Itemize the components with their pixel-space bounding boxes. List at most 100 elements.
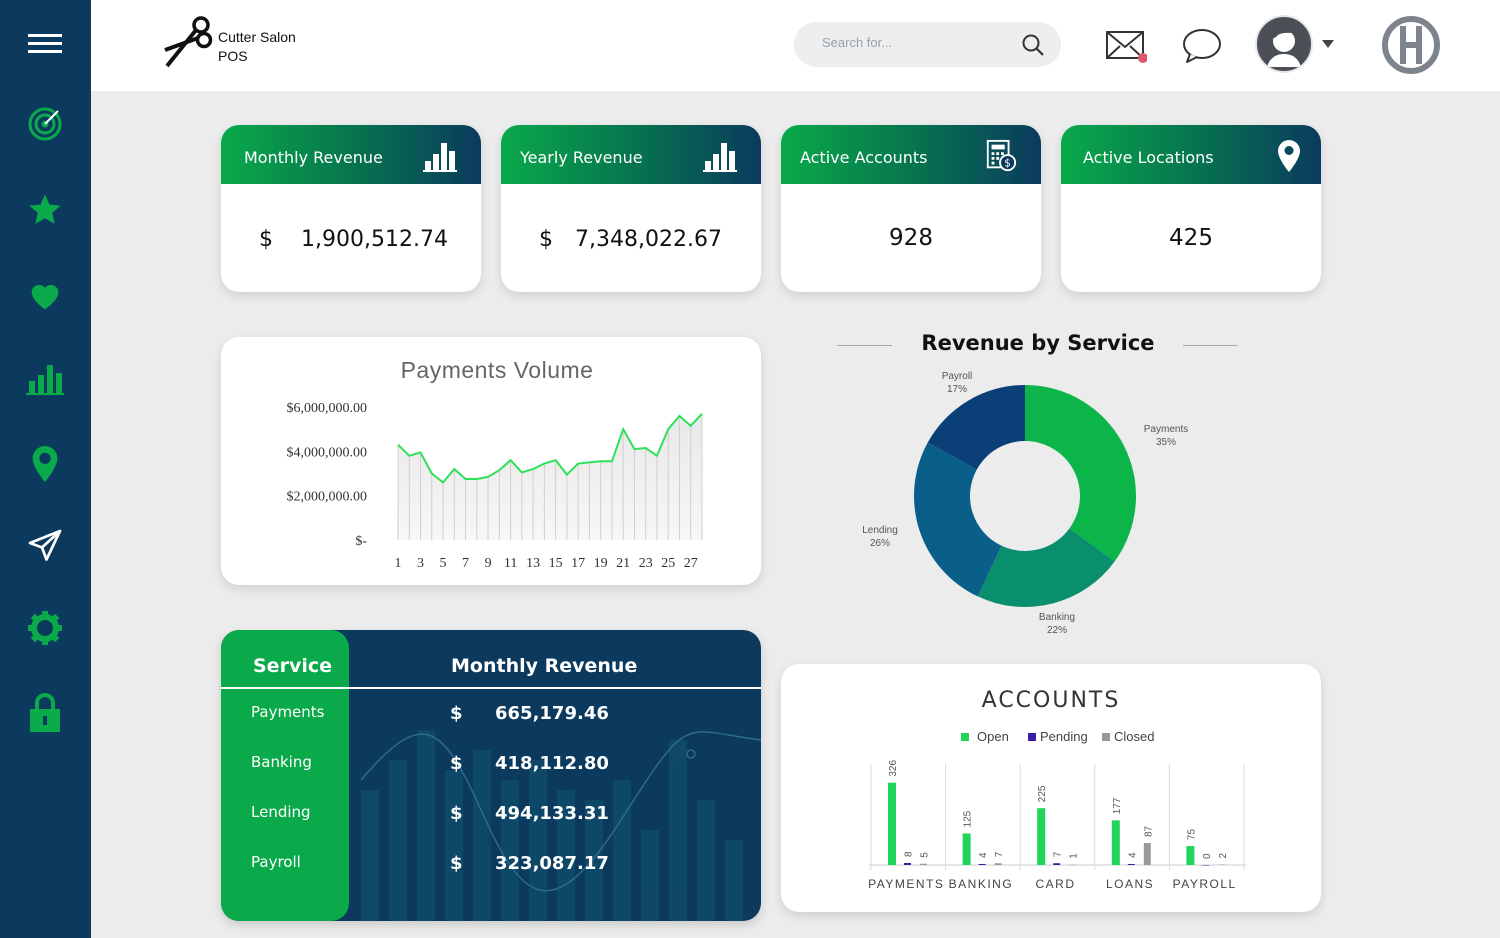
legend-label: Pending	[1040, 729, 1088, 744]
slice-label: Banking	[1039, 612, 1075, 623]
menu-icon[interactable]	[22, 21, 68, 67]
chevron-down-icon[interactable]	[1321, 38, 1335, 50]
lock-icon[interactable]	[22, 689, 68, 735]
bar-value-label: 2	[1218, 852, 1229, 858]
x-tick-label: 25	[661, 556, 675, 571]
service-name: Payroll	[251, 853, 301, 871]
bar	[1111, 820, 1120, 865]
slice-percent: 22%	[1047, 625, 1067, 636]
bar	[1053, 863, 1061, 865]
bar	[1186, 846, 1195, 865]
x-tick-label: 17	[571, 556, 585, 571]
kpi-value: 7,348,022.67	[575, 227, 722, 252]
column-header-service: Service	[253, 655, 332, 677]
slice-label: Payroll	[942, 371, 973, 382]
bar-value-label: 7	[1053, 851, 1064, 857]
bar	[1202, 865, 1210, 866]
x-tick-label: 21	[616, 556, 630, 571]
service-revenue-table: Service Monthly Revenue Payments $ 665,1…	[221, 630, 761, 921]
legend-label: Closed	[1114, 729, 1155, 744]
legend-closed: Closed	[1102, 729, 1154, 744]
area-fill	[398, 413, 702, 540]
target-icon[interactable]	[22, 101, 68, 147]
series-line	[397, 412, 703, 484]
kpi-value: 928	[889, 225, 933, 251]
title-divider	[837, 345, 892, 346]
avatar[interactable]	[1255, 15, 1315, 75]
kpi-header: Monthly Revenue	[221, 125, 481, 184]
brand-name: Cutter Salon POS	[218, 28, 296, 66]
x-tick-label: 15	[549, 556, 563, 571]
slice-percent: 35%	[1156, 437, 1176, 448]
bar-chart-icon	[423, 143, 457, 172]
bar	[962, 833, 971, 865]
bar	[920, 863, 927, 865]
sidebar	[0, 0, 91, 938]
bar-value-label: 1	[1069, 853, 1080, 859]
kpi-currency: $	[539, 227, 553, 252]
category-label: BANKING	[949, 877, 1014, 891]
bar	[888, 782, 896, 865]
bar-chart-icon	[703, 143, 737, 172]
location-pin-icon[interactable]	[22, 441, 68, 487]
chat-icon[interactable]	[1181, 26, 1223, 64]
heart-icon[interactable]	[22, 273, 68, 319]
bar-value-label: 0	[1202, 853, 1213, 859]
slice-percent: 17%	[947, 384, 967, 395]
x-tick-label: 5	[440, 556, 447, 571]
service-name: Lending	[251, 803, 311, 821]
search-input[interactable]	[822, 35, 1012, 50]
scissors-icon	[163, 14, 215, 72]
kpi-title: Active Accounts	[800, 148, 928, 167]
kpi-currency: $	[259, 227, 273, 252]
y-tick-label: $2,000,000.00	[287, 490, 368, 505]
x-tick-label: 27	[684, 556, 698, 571]
bar-value-label: 177	[1112, 797, 1123, 814]
search-box	[794, 22, 1061, 67]
bar	[1143, 843, 1151, 865]
x-tick-label: 7	[462, 556, 469, 571]
top-header: Cutter Salon POS	[91, 0, 1500, 91]
payments-volume-card: Payments Volume $6,000,000.00 $4,000,000.…	[221, 337, 761, 585]
bar-value-label: 8	[904, 851, 915, 857]
category-label: CARD	[1035, 877, 1075, 891]
revenue-value: 494,133.31	[495, 803, 609, 824]
star-icon[interactable]	[22, 187, 68, 233]
currency-symbol: $	[450, 853, 463, 874]
x-tick-label: 13	[526, 556, 540, 571]
kpi-header: Yearly Revenue	[501, 125, 761, 184]
service-column	[221, 630, 349, 921]
calculator-icon: $	[986, 139, 1017, 172]
donut-slice	[1025, 385, 1136, 562]
mail-icon[interactable]	[1105, 28, 1147, 64]
bar-value-label: 225	[1037, 785, 1048, 802]
legend-pending: Pending	[1028, 729, 1088, 744]
bar-chart-icon[interactable]	[22, 355, 68, 401]
donut-slice	[914, 442, 1002, 597]
bar-value-label: 4	[1127, 852, 1138, 858]
search-icon[interactable]	[1021, 33, 1045, 61]
y-tick-label: $6,000,000.00	[287, 401, 368, 416]
bar	[1037, 808, 1046, 865]
slice-label: Lending	[862, 525, 898, 536]
y-tick-label: $4,000,000.00	[287, 445, 368, 460]
x-tick-label: 11	[504, 556, 517, 571]
gear-icon[interactable]	[22, 605, 68, 651]
header-divider	[221, 687, 761, 689]
currency-symbol: $	[450, 803, 463, 824]
legend-label: Open	[977, 729, 1009, 744]
chart-title: ACCOUNTS	[981, 688, 1121, 713]
send-icon[interactable]	[22, 523, 68, 569]
kpi-value: 1,900,512.74	[301, 227, 448, 252]
table-background-decoration	[360, 730, 761, 921]
bar-value-label: 5	[920, 852, 931, 858]
kpi-active-locations: Active Locations 425	[1061, 125, 1321, 292]
service-name: Banking	[251, 753, 312, 771]
location-pin-icon	[1278, 140, 1300, 172]
bar	[1069, 864, 1077, 866]
kpi-header: Active Accounts $	[781, 125, 1041, 184]
payments-volume-chart: $6,000,000.00 $4,000,000.00 $2,000,000.00 $…	[287, 401, 703, 571]
currency-symbol: $	[450, 753, 463, 774]
brand-line1: Cutter Salon	[218, 29, 296, 45]
